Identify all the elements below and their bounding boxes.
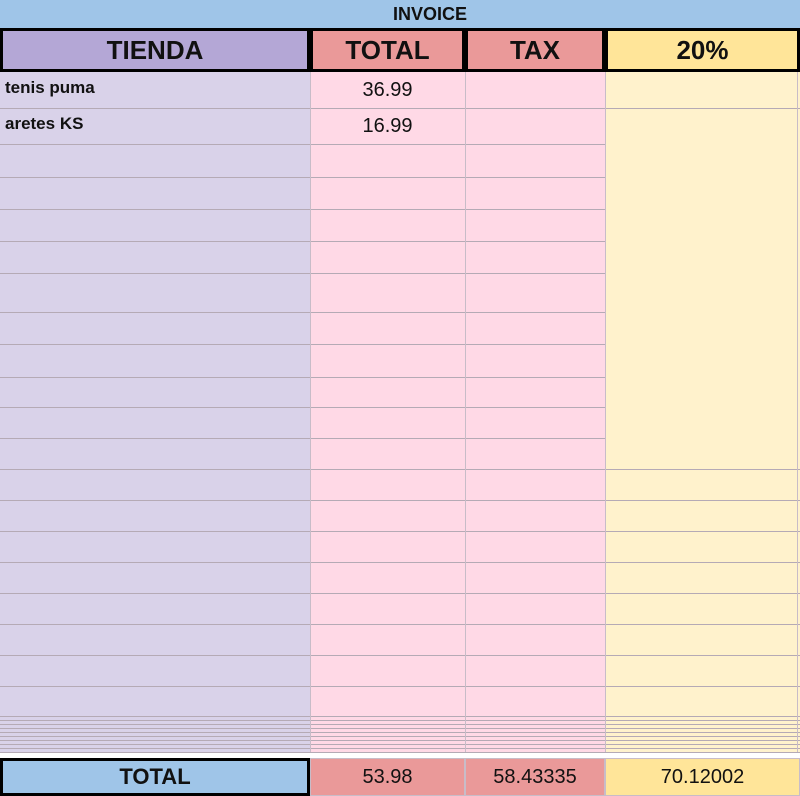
row-line [0,469,800,470]
row-line [0,273,605,274]
row-line [0,686,800,687]
column-line [797,72,798,752]
invoice-title: INVOICE [0,0,800,28]
column-line [465,72,466,752]
hidden-row-line [0,740,800,741]
hidden-row-line [0,752,800,753]
row-line [0,655,800,656]
column-header: TIENDA [0,28,310,72]
row-line [0,500,800,501]
total-value: 70.12002 [605,758,800,796]
row-line [0,377,605,378]
row-line [0,716,800,717]
item-name: tenis puma [5,78,95,97]
row-line [0,624,800,625]
total-value: 53.98 [310,758,465,796]
row-line [0,593,800,594]
column-background [465,72,605,752]
hidden-row-line [0,724,800,725]
row-line [0,177,605,178]
row-line [0,531,800,532]
row-line [0,312,605,313]
hidden-row-line [0,736,800,737]
row-line [0,144,605,145]
row-line [0,209,605,210]
row-line [0,562,800,563]
column-header: TOTAL [310,28,465,72]
item-total: 36.99 [362,78,413,101]
column-background [0,72,310,752]
column-header: TAX [465,28,605,72]
hidden-row-line [0,728,800,729]
row-line [0,438,605,439]
hidden-row-line [0,732,800,733]
item-name: aretes KS [5,114,84,133]
row-line [0,344,605,345]
column-background [605,72,800,752]
hidden-row-line [0,744,800,745]
row-line [0,241,605,242]
item-total: 16.99 [362,114,413,137]
total-value: 58.43335 [465,758,605,796]
column-line [605,72,606,752]
total-label: TOTAL [0,758,310,796]
row-line [0,108,800,109]
row-line [0,407,605,408]
hidden-row-line [0,748,800,749]
hidden-row-line [0,720,800,721]
column-background [310,72,465,752]
column-header: 20% [605,28,800,72]
column-line [310,72,311,752]
